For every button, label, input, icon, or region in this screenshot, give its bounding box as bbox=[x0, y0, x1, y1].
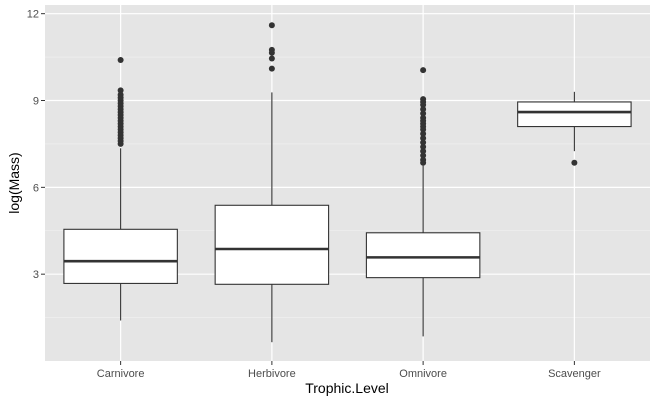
box-omnivore bbox=[365, 67, 481, 337]
x-axis-ticks: Carnivore Herbivore Omnivore Scavenger bbox=[97, 361, 601, 380]
outlier-point bbox=[268, 22, 275, 29]
outlier-point bbox=[420, 101, 427, 108]
interquartile-box bbox=[214, 204, 330, 285]
outlier-point bbox=[420, 152, 427, 159]
outlier-point bbox=[268, 55, 275, 62]
outlier-point bbox=[420, 67, 427, 74]
y-tick-label: 6 bbox=[33, 182, 39, 194]
outlier-point bbox=[117, 56, 124, 63]
interquartile-box bbox=[365, 232, 481, 279]
interquartile-box bbox=[63, 228, 178, 284]
plot-panel bbox=[45, 5, 650, 361]
x-tick-label: Omnivore bbox=[399, 368, 447, 380]
outlier-point bbox=[420, 139, 427, 146]
outlier-point bbox=[117, 140, 124, 147]
outlier-point bbox=[420, 110, 427, 117]
x-tick-label: Carnivore bbox=[97, 368, 145, 380]
outlier-point bbox=[420, 126, 427, 133]
x-tick-label: Scavenger bbox=[548, 368, 601, 380]
y-axis-ticks: 3 6 9 12 bbox=[27, 9, 45, 281]
y-tick-label: 12 bbox=[27, 9, 39, 21]
box-carnivore bbox=[63, 56, 178, 321]
interquartile-box bbox=[517, 101, 632, 128]
box-scavenger bbox=[517, 91, 632, 166]
box-herbivore bbox=[214, 22, 330, 343]
y-tick-label: 3 bbox=[33, 269, 39, 281]
outlier-point bbox=[268, 65, 275, 72]
outlier-point bbox=[420, 135, 427, 142]
y-tick-label: 9 bbox=[33, 96, 39, 108]
x-axis-title: Trophic.Level bbox=[305, 380, 389, 396]
outlier-point bbox=[117, 87, 124, 94]
outlier-point bbox=[268, 49, 275, 56]
outlier-point bbox=[420, 159, 427, 166]
outlier-point bbox=[420, 143, 427, 150]
x-tick-label: Herbivore bbox=[248, 368, 296, 380]
outlier-point bbox=[420, 106, 427, 113]
outlier-point bbox=[571, 159, 578, 166]
outlier-point bbox=[420, 130, 427, 137]
outlier-point bbox=[420, 148, 427, 155]
boxes-layer bbox=[63, 22, 632, 343]
y-axis-title: log(Mass) bbox=[6, 152, 22, 213]
